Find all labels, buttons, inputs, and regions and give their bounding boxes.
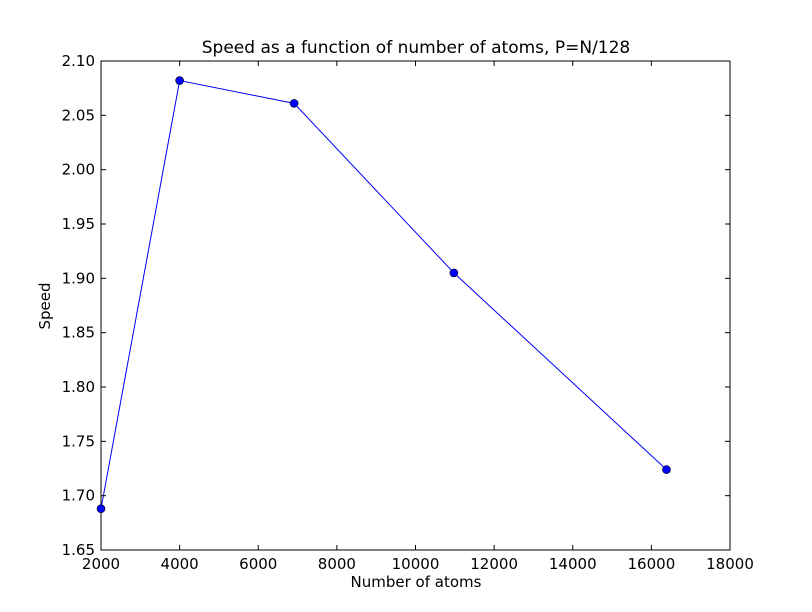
x-tick-label: 16000	[628, 555, 676, 573]
y-tick-label: 2.10	[62, 52, 95, 70]
data-point	[289, 99, 299, 108]
x-axis-label: Number of atoms	[351, 573, 482, 591]
y-tick-label: 2.05	[62, 106, 95, 124]
y-axis-label: Speed	[36, 282, 54, 329]
data-point	[449, 268, 459, 278]
data-point	[96, 504, 106, 514]
y-tick-label: 2.00	[62, 161, 95, 179]
series-layer	[96, 76, 671, 514]
x-tick-label: 4000	[161, 555, 199, 573]
x-tick-label: 18000	[706, 555, 754, 573]
y-tick-label: 1.80	[62, 378, 95, 396]
data-point	[175, 76, 184, 85]
chart-title: Speed as a function of number of atoms, …	[202, 38, 630, 58]
x-tick-label: 2000	[82, 555, 120, 573]
data-point	[662, 465, 671, 474]
y-tick-label: 1.65	[62, 541, 95, 559]
y-axis-ticks: 1.65 1.70 1.75 1.80 1.85 1.90 1.95 2.00 2.05 2.10	[62, 52, 730, 559]
y-tick-label: 1.75	[62, 432, 95, 450]
y-tick-label: 1.85	[62, 324, 95, 342]
y-tick-label: 1.95	[62, 215, 95, 233]
x-tick-label: 10000	[392, 555, 440, 573]
x-axis-ticks: 2000 4000 6000 8000 10000 12000 14000 16000 1800…	[82, 61, 754, 573]
x-tick-label: 6000	[239, 555, 277, 573]
x-tick-label: 12000	[470, 555, 518, 573]
plot-frame	[100, 60, 731, 551]
x-tick-label: 8000	[318, 555, 356, 573]
y-tick-label: 1.70	[62, 487, 95, 505]
x-tick-label: 14000	[549, 555, 597, 573]
y-tick-label: 1.90	[62, 269, 95, 287]
